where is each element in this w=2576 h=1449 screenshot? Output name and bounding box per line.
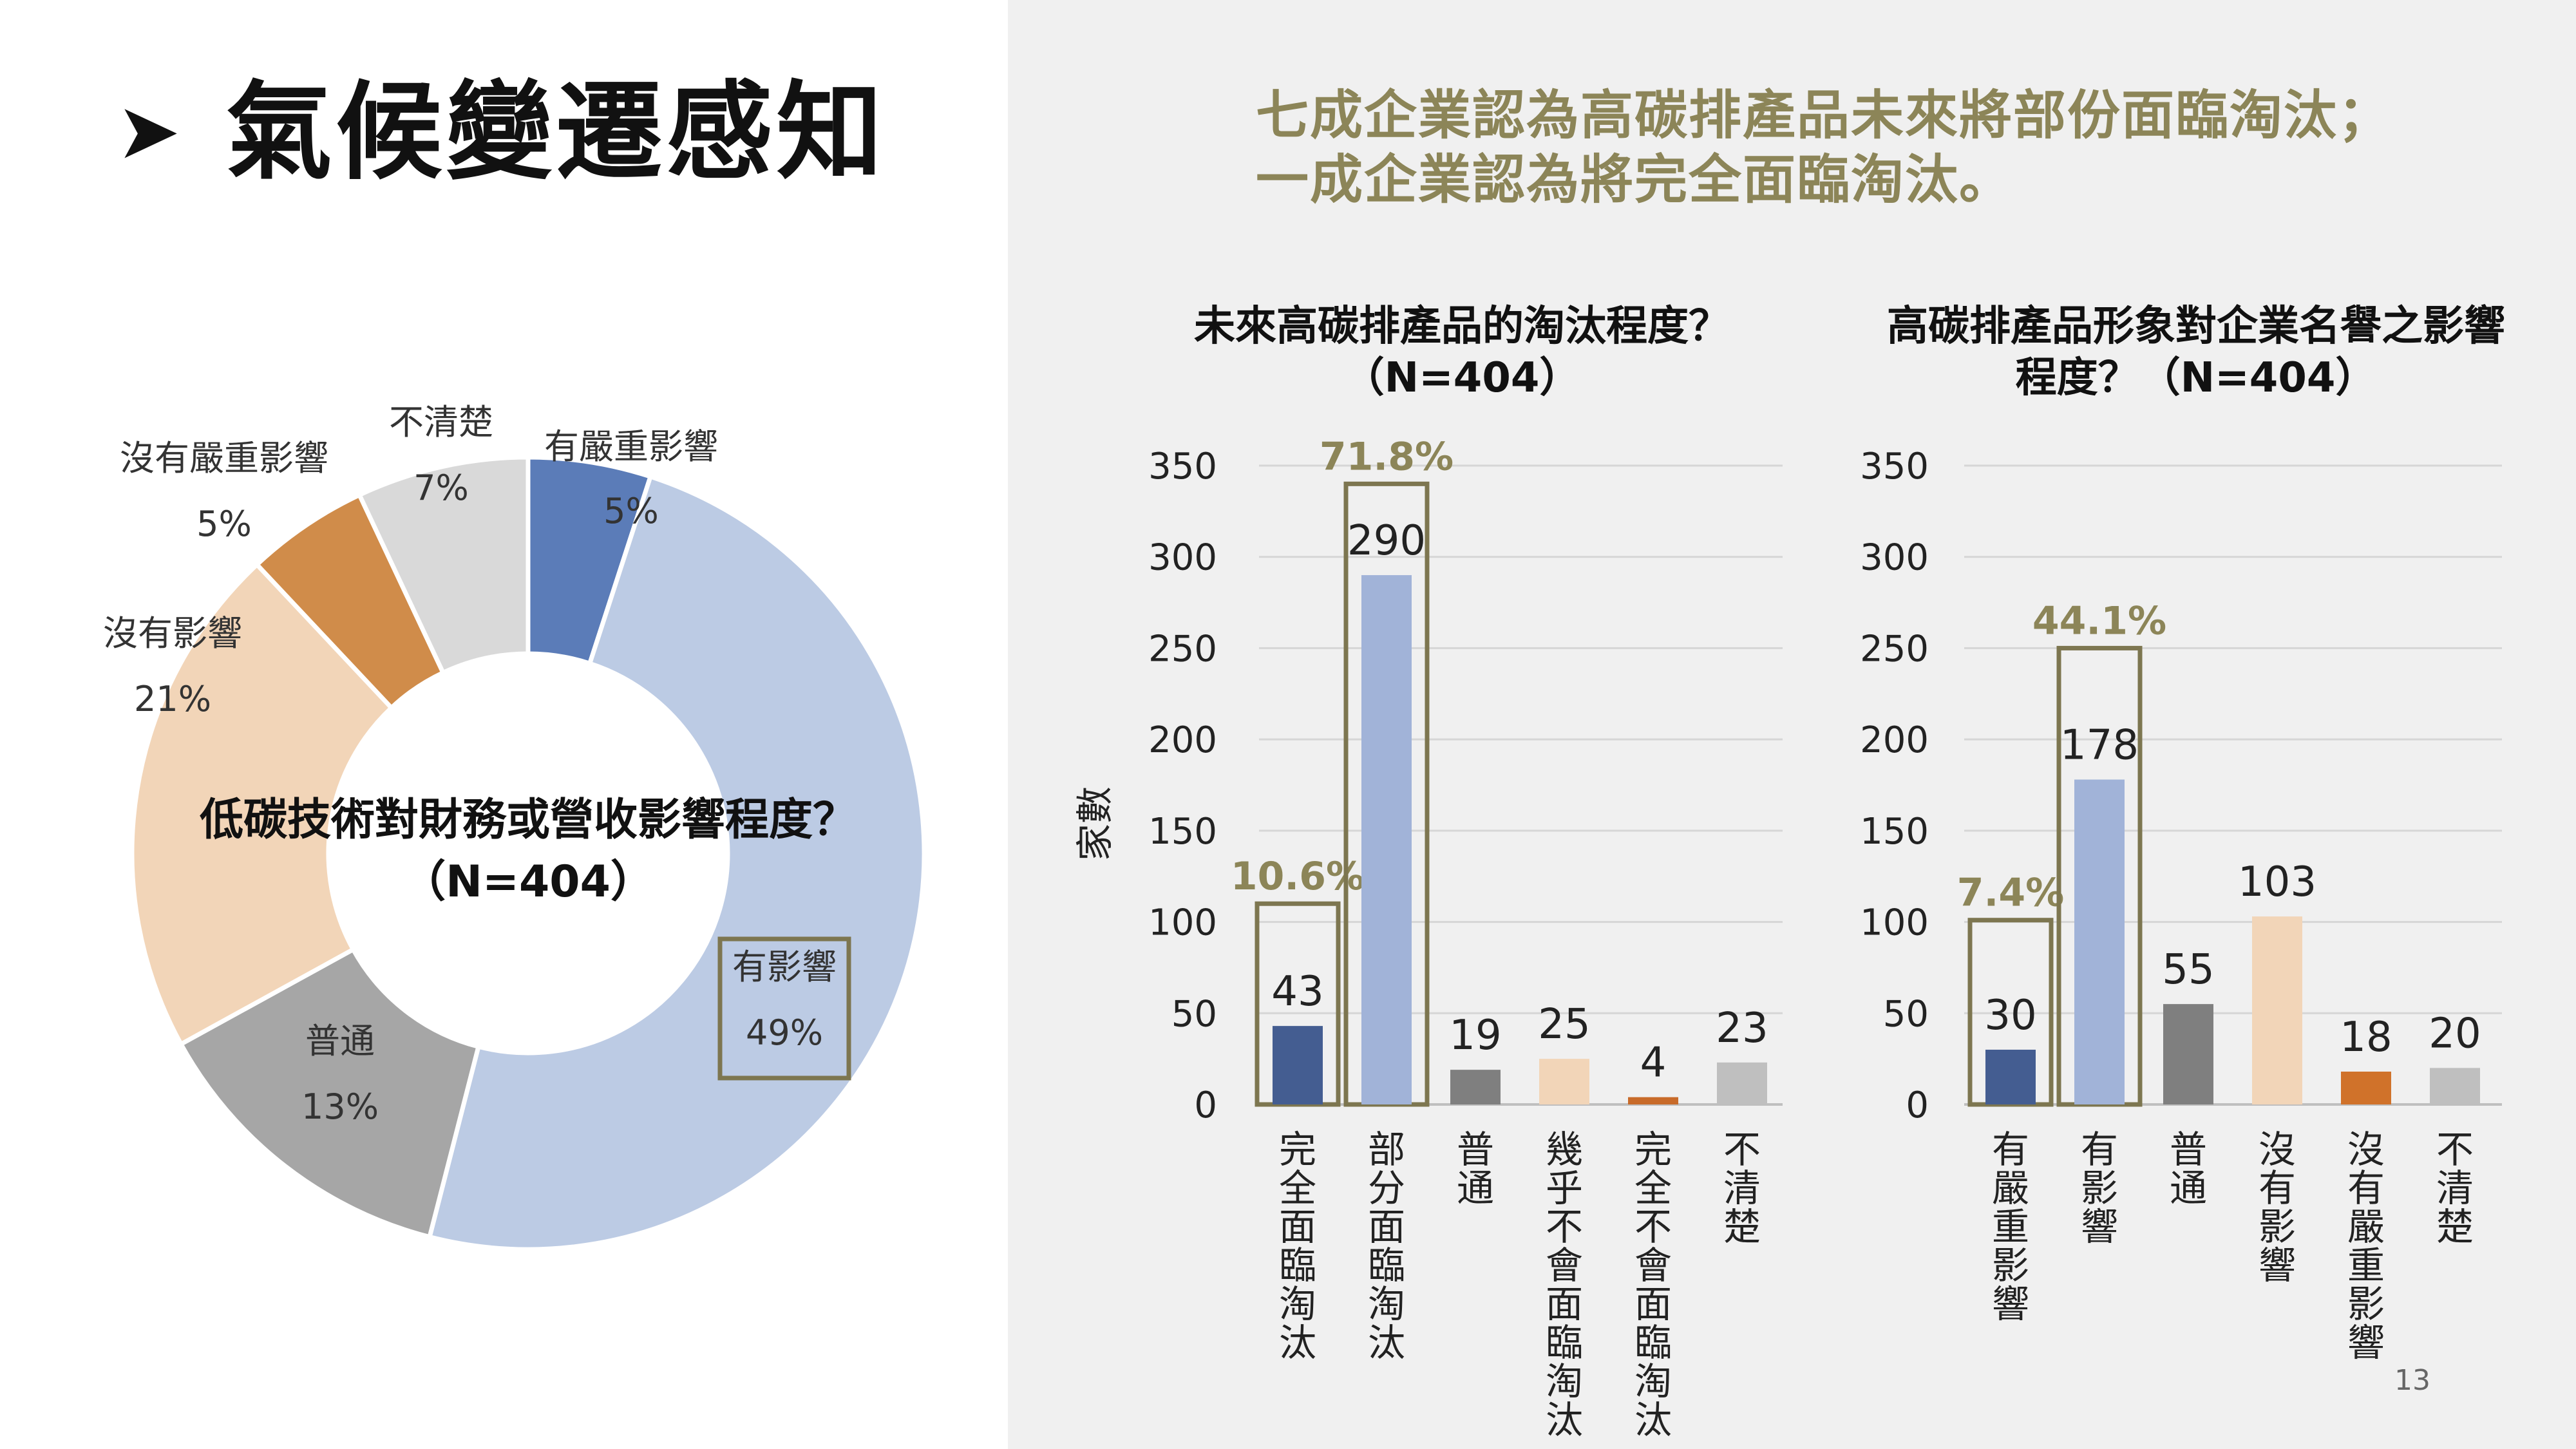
bar-chart-1-highlight-label-1: 71.8% bbox=[1320, 434, 1454, 479]
pie-label-4: 沒有嚴重影響 bbox=[120, 438, 328, 478]
bar-chart-1-title-line-1: 未來高碳排產品的淘汰程度？ bbox=[1194, 303, 1730, 350]
bar-chart-1-bar-4 bbox=[1628, 1097, 1678, 1104]
headline-line-2: 一成企業認為將完全面臨淘汰。 bbox=[1256, 149, 2014, 211]
pie-pct-label-2: 13% bbox=[301, 1086, 379, 1127]
bar-chart-1-title-line-2: （N=404） bbox=[1343, 354, 1581, 402]
bar-chart-1-category-label-5: 不清楚 bbox=[1723, 1128, 1761, 1249]
bar-chart-1-ytick-5: 250 bbox=[1148, 628, 1217, 670]
bar-chart-1-ylabel: 家數 bbox=[1073, 786, 1117, 861]
bar-chart-2-category-label-5: 不清楚 bbox=[2436, 1128, 2474, 1249]
bar-chart-1-category-label-2: 普通 bbox=[1457, 1128, 1494, 1210]
slide-title-text: 氣候變遷感知 bbox=[225, 70, 887, 194]
right-panel bbox=[1008, 0, 2576, 1449]
bar-chart-2-ytick-5: 250 bbox=[1860, 628, 1929, 670]
bar-chart-2-value-label-5: 20 bbox=[2429, 1010, 2481, 1057]
bar-chart-1-ytick-4: 200 bbox=[1148, 719, 1217, 761]
pie-pct-label-4: 5% bbox=[196, 504, 252, 544]
bar-chart-1-ytick-1: 50 bbox=[1171, 993, 1217, 1035]
bar-chart-2-bar-5 bbox=[2430, 1068, 2480, 1104]
bar-chart-2-category-label-4: 沒有嚴重影響 bbox=[2347, 1128, 2385, 1365]
bar-chart-1-ytick-6: 300 bbox=[1148, 537, 1217, 579]
pie-pct-label-1: 49% bbox=[746, 1012, 823, 1053]
bar-chart-1-value-label-0: 43 bbox=[1271, 968, 1323, 1016]
bar-chart-2-category-label-2: 普通 bbox=[2170, 1128, 2207, 1210]
pie-highlight-box bbox=[717, 936, 851, 1081]
bar-chart-2-ytick-2: 100 bbox=[1860, 902, 1929, 944]
bar-chart-2-bar-2 bbox=[2163, 1004, 2213, 1104]
bar-chart-2-ytick-1: 50 bbox=[1883, 993, 1929, 1035]
bar-chart-2-title-line-1: 高碳排產品形象對企業名譽之影響 bbox=[1887, 303, 2505, 350]
bar-chart-2-bar-1 bbox=[2074, 779, 2125, 1104]
bar-chart-2-highlight-label-1: 44.1% bbox=[2032, 598, 2166, 643]
bar-chart-1-category-label-0: 完全面臨淘汰 bbox=[1279, 1128, 1316, 1365]
arrow-right-icon: ➤ bbox=[116, 87, 181, 176]
bar-chart-1-category-label-1: 部分面臨淘汰 bbox=[1368, 1128, 1405, 1365]
bar-chart-1-ytick-3: 150 bbox=[1148, 811, 1217, 853]
bar-chart-1-value-label-3: 25 bbox=[1538, 1001, 1590, 1048]
bar-chart-1-bar-3 bbox=[1539, 1059, 1589, 1104]
pie-slice-5 bbox=[356, 455, 531, 676]
pie-slice-1 bbox=[426, 473, 927, 1252]
bar-chart-2-highlight-label-0: 7.4% bbox=[1957, 871, 2064, 916]
pie-center-title-line-2: （N=404） bbox=[402, 857, 654, 907]
pie-pct-label-3: 21% bbox=[134, 679, 211, 719]
bar-chart-2-bar-4 bbox=[2341, 1071, 2391, 1104]
bar-chart-2-bar-3 bbox=[2252, 916, 2302, 1104]
bar-chart-2-ytick-3: 150 bbox=[1860, 811, 1929, 853]
slide-title: ➤ 氣候變遷感知 bbox=[116, 68, 887, 196]
bar-chart-2-value-label-4: 18 bbox=[2340, 1014, 2392, 1061]
pie-center-title-line-1: 低碳技術對財務或營收影響程度？ bbox=[200, 795, 857, 846]
bar-chart-2-value-label-3: 103 bbox=[2238, 858, 2316, 906]
bar-chart-2-ytick-6: 300 bbox=[1860, 537, 1929, 579]
bar-chart-1-highlight-label-0: 10.6% bbox=[1231, 854, 1365, 899]
bar-chart-1-category-label-4: 完全不會面臨淘汰 bbox=[1634, 1128, 1672, 1442]
page-number: 13 bbox=[2394, 1364, 2430, 1397]
bar-chart-2-category-label-0: 有嚴重影響 bbox=[1992, 1128, 2029, 1326]
pie-pct-label-5: 7% bbox=[413, 468, 469, 508]
pie-label-0: 有嚴重影響 bbox=[544, 426, 718, 467]
pie-slice-3 bbox=[129, 561, 395, 1048]
bar-chart-2-ytick-7: 350 bbox=[1860, 446, 1929, 488]
pie-label-5: 不清楚 bbox=[389, 402, 493, 442]
bar-chart-1-value-label-1: 290 bbox=[1347, 517, 1426, 565]
bar-chart-2-category-label-3: 沒有影響 bbox=[2259, 1128, 2296, 1287]
bar-chart-1-ytick-7: 350 bbox=[1148, 446, 1217, 488]
bar-chart-1-bar-5 bbox=[1717, 1062, 1767, 1104]
pie-label-2: 普通 bbox=[305, 1021, 375, 1061]
bar-chart-2-bar-0 bbox=[1985, 1049, 2036, 1104]
bar-chart-2-title-line-2: 程度？（N=404） bbox=[2015, 354, 2377, 402]
bar-chart-2-ytick-0: 0 bbox=[1906, 1084, 1929, 1126]
bar-chart-1-category-label-3: 幾乎不會面臨淘汰 bbox=[1546, 1128, 1583, 1442]
bar-chart-2-category-label-1: 有影響 bbox=[2081, 1128, 2118, 1249]
headline-line-1: 七成企業認為高碳排產品未來將部份面臨淘汰； bbox=[1256, 85, 2392, 146]
bar-chart-2-value-label-2: 55 bbox=[2162, 946, 2214, 994]
pie-pct-label-0: 5% bbox=[603, 491, 659, 531]
pie-label-1: 有影響 bbox=[732, 947, 837, 987]
bar-chart-2-ytick-4: 200 bbox=[1860, 719, 1929, 761]
bar-chart-2-value-label-1: 178 bbox=[2060, 721, 2139, 769]
bar-chart-1-bar-1 bbox=[1361, 575, 1412, 1104]
bar-chart-1-bar-2 bbox=[1450, 1070, 1501, 1104]
bar-chart-2-value-label-0: 30 bbox=[1984, 992, 2036, 1039]
bar-chart-1-value-label-4: 4 bbox=[1640, 1039, 1667, 1087]
bar-chart-1-value-label-2: 19 bbox=[1449, 1012, 1501, 1059]
bar-chart-1-value-label-5: 23 bbox=[1716, 1005, 1768, 1052]
bar-chart-1-ytick-2: 100 bbox=[1148, 902, 1217, 944]
pie-label-3: 沒有影響 bbox=[103, 613, 242, 654]
bar-chart-1-bar-0 bbox=[1273, 1026, 1323, 1104]
bar-chart-1-ytick-0: 0 bbox=[1194, 1084, 1217, 1126]
pie-slice-2 bbox=[178, 946, 482, 1240]
